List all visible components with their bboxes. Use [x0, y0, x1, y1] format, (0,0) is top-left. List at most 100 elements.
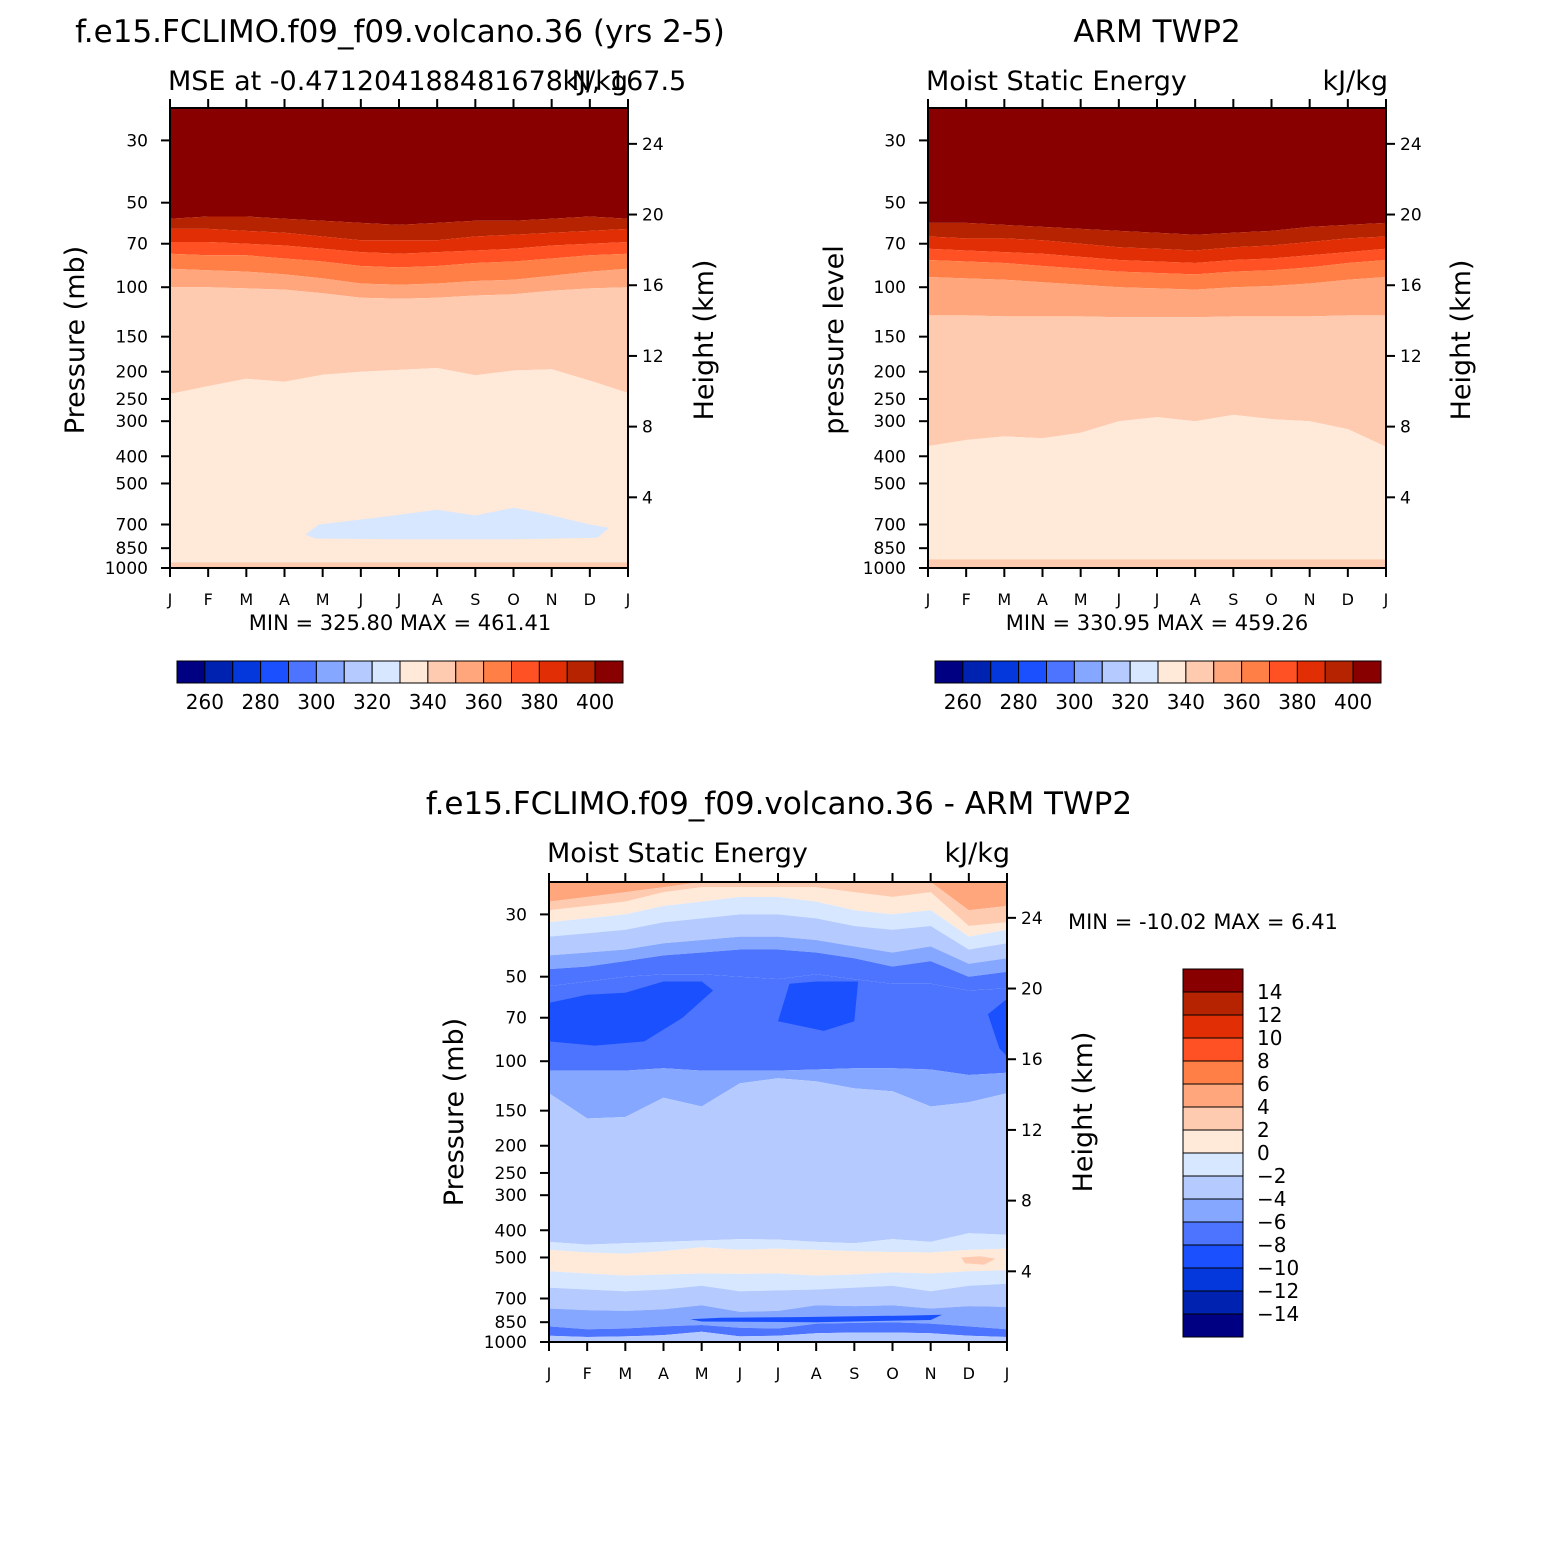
y-right-tick-label: 20 [1021, 980, 1043, 1000]
contour-fill-diff-m6c [549, 1305, 1007, 1330]
y-tick-label: 500 [495, 1248, 527, 1268]
panel-model-subtitle-left: MSE at -0.471204188481678 N, 167.5 [168, 66, 686, 97]
panel-diff-subtitle-left: Moist Static Energy [547, 838, 808, 869]
panel-obs-title: ARM TWP2 [1073, 14, 1240, 50]
x-tick-label: J [167, 590, 173, 609]
y-tick-label: 400 [495, 1221, 527, 1241]
contour-fill-380 [170, 228, 628, 254]
y-tick-label: 250 [495, 1164, 527, 1184]
contour-fill-350 [170, 268, 628, 299]
contour-fill-340 [928, 315, 1386, 447]
colorbar-diff-tick-label: 14 [1257, 980, 1282, 1004]
panel-diff-subtitle-right: kJ/kg [945, 838, 1010, 869]
contour-fill-390 [928, 222, 1386, 251]
x-tick-label: J [546, 1364, 552, 1383]
y-tick-label: 70 [126, 235, 148, 255]
y-right-tick-label: 4 [642, 488, 653, 508]
x-tick-label: A [811, 1364, 822, 1383]
panel-model-title: f.e15.FCLIMO.f09_f09.volcano.36 (yrs 2-5… [75, 14, 725, 50]
colorbar-diff-swatch [1182, 1106, 1244, 1131]
colorbar-model-swatch [538, 660, 568, 684]
panel-obs-colorbar: 260 280 300 320 340 360 380 400 [934, 660, 1382, 714]
x-tick-label: M [997, 590, 1011, 609]
colorbar-obs-swatch [990, 660, 1020, 684]
x-tick-label: N [1304, 590, 1316, 609]
contour-fill-diff-pos-1 [850, 1259, 878, 1268]
y-tick-label: 850 [495, 1313, 527, 1333]
panel-obs-ylabel: pressure level [819, 245, 850, 434]
colorbar-diff-tick-label: −6 [1257, 1210, 1286, 1234]
contour-fill-350 [928, 277, 1386, 318]
colorbar-diff-swatch [1182, 1290, 1244, 1315]
colorbar-obs-swatch [1129, 660, 1159, 684]
contour-fill-390 [170, 216, 628, 241]
colorbar-diff-swatch [1182, 968, 1244, 993]
x-tick-label: D [963, 1364, 975, 1383]
colorbar-model-swatch [371, 660, 401, 684]
x-tick-label: S [470, 590, 480, 609]
colorbar-obs-swatch [962, 660, 992, 684]
colorbar-model-tick-label: 300 [297, 690, 335, 714]
y-tick-label: 400 [116, 447, 148, 467]
y-right-tick-label: 12 [642, 347, 664, 367]
y-tick-label: 200 [874, 363, 906, 383]
panel-diff-ylabel: Pressure (mb) [439, 1018, 470, 1206]
colorbar-diff-swatch [1182, 1152, 1244, 1177]
colorbar-model-swatch [511, 660, 540, 684]
y-tick-label: 700 [495, 1290, 527, 1310]
y-right-tick-label: 8 [1400, 418, 1411, 438]
colorbar-obs-tick-label: 320 [1111, 690, 1149, 714]
colorbar-obs-swatch [1352, 660, 1382, 684]
colorbar-model-tick-label: 280 [242, 690, 280, 714]
colorbar-model-tick-label: 320 [353, 690, 391, 714]
panel-obs-minmax: MIN = 330.95 MAX = 459.26 [1006, 611, 1308, 635]
x-tick-label: J [625, 590, 631, 609]
y-right-tick-label: 4 [1400, 488, 1411, 508]
colorbar-model-swatch [594, 660, 624, 684]
x-tick-label: J [1004, 1364, 1010, 1383]
y-tick-label: 400 [874, 447, 906, 467]
panel-diff-minmax: MIN = -10.02 MAX = 6.41 [1068, 910, 1338, 934]
colorbar-diff-swatch [1182, 1014, 1244, 1039]
colorbar-model-swatch [455, 660, 485, 684]
x-tick-label: N [546, 590, 558, 609]
x-tick-label: A [1037, 590, 1048, 609]
y-tick-label: 250 [874, 390, 906, 410]
x-tick-label: D [584, 590, 596, 609]
y-right-tick-label: 24 [1400, 135, 1422, 155]
contour-fill-diff-m2 [549, 897, 1007, 950]
x-tick-label: S [1228, 590, 1238, 609]
contour-fill-360 [170, 253, 628, 285]
colorbar-diff-tick-label: −2 [1257, 1164, 1286, 1188]
colorbar-model-swatch [176, 660, 206, 684]
y-tick-label: 1000 [105, 559, 148, 579]
x-tick-label: J [1383, 590, 1389, 609]
y-tick-label: 1000 [863, 559, 906, 579]
colorbar-diff-swatch [1182, 1129, 1244, 1154]
colorbar-diff-swatch [1182, 1313, 1244, 1338]
y-tick-label: 70 [884, 235, 906, 255]
panel-model: f.e15.FCLIMO.f09_f09.volcano.36 (yrs 2-5… [60, 14, 725, 714]
contour-fill-380 [928, 236, 1386, 263]
y-right-tick-label: 24 [1021, 909, 1043, 929]
contour-fill-diff-0 [549, 887, 1007, 937]
y-right-tick-label: 16 [1021, 1050, 1043, 1070]
panel-model-minmax: MIN = 325.80 MAX = 461.41 [249, 611, 551, 635]
colorbar-diff-swatch [1182, 1244, 1244, 1269]
y-tick-label: 300 [116, 412, 148, 432]
colorbar-diff-tick-label: 4 [1257, 1095, 1270, 1119]
y-tick-label: 150 [495, 1102, 527, 1122]
colorbar-obs-tick-label: 300 [1055, 690, 1093, 714]
colorbar-model-tick-label: 380 [520, 690, 558, 714]
colorbar-diff-swatch [1182, 1175, 1244, 1200]
panel-obs-subtitle-left: Moist Static Energy [926, 66, 1187, 97]
colorbar-model-swatch [399, 660, 429, 684]
y-right-tick-label: 20 [642, 206, 664, 226]
x-tick-label: J [775, 1364, 781, 1383]
x-tick-label: F [204, 590, 213, 609]
y-right-tick-label: 8 [642, 418, 653, 438]
y-tick-label: 500 [116, 474, 148, 494]
